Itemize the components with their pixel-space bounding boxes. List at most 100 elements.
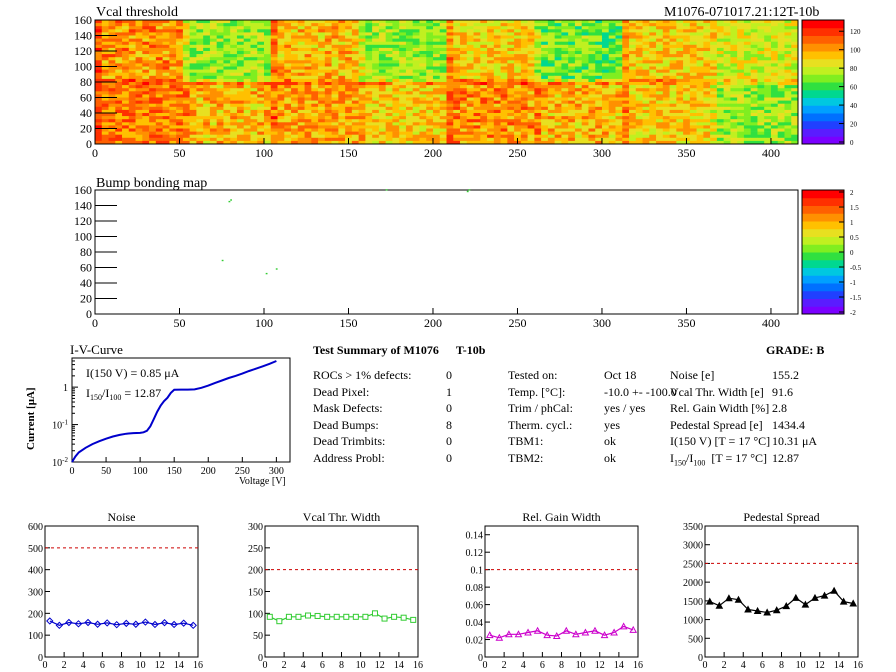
heatmap-cell [345, 106, 353, 111]
heatmap-cell [405, 51, 413, 55]
heatmap-cell [514, 97, 522, 101]
heatmap-cell [169, 82, 177, 86]
heatmap-cell [297, 20, 305, 24]
heatmap-cell [466, 60, 474, 64]
heatmap-cell [520, 63, 528, 67]
heatmap-cell [541, 69, 549, 73]
noise-x-tick-label: 0 [43, 660, 48, 671]
heatmap-cell [716, 75, 724, 80]
heatmap-cell [629, 82, 637, 86]
heatmap-cell [331, 103, 339, 108]
heatmap-cell [764, 82, 772, 86]
heatmap-cell [318, 32, 326, 36]
heatmap-cell [710, 60, 718, 64]
heatmap-cell [520, 29, 528, 33]
heatmap-cell [318, 75, 326, 80]
heatmap-cell [757, 128, 765, 132]
heatmap-cell [162, 97, 170, 101]
heatmap-cell [115, 32, 123, 36]
heatmap-cell [216, 82, 224, 86]
heatmap-cell [257, 32, 265, 36]
heatmap-cell [446, 116, 454, 120]
heatmap-cell [784, 51, 792, 55]
heatmap-cell [656, 140, 664, 145]
heatmap-cell [426, 106, 434, 111]
heatmap-cell [527, 32, 535, 36]
heatmap-cell [372, 85, 380, 89]
heatmap-cell [541, 23, 549, 27]
heatmap-cell [270, 134, 278, 139]
heatmap-cell [243, 85, 251, 89]
heatmap-cell [764, 97, 772, 101]
heatmap-cell [432, 91, 441, 95]
heatmap-cell [750, 32, 758, 36]
heatmap-cell [730, 47, 738, 52]
heatmap-cell [419, 119, 427, 123]
heatmap-cell [291, 51, 299, 55]
heatmap-cell [581, 60, 589, 64]
heatmap-cell [649, 85, 657, 89]
heatmap-cell [595, 109, 603, 114]
heatmap-cell [115, 72, 123, 77]
heatmap-cell [419, 60, 427, 64]
heatmap-cell [764, 51, 772, 55]
heatmap-cell [372, 134, 380, 139]
heatmap-cell [304, 109, 312, 114]
heatmap-cell [270, 32, 278, 36]
heatmap-cell [358, 140, 366, 145]
heatmap-cell [683, 35, 691, 39]
heatmap-cell [250, 54, 258, 58]
map2-y-tick-label: 120 [74, 214, 92, 228]
heatmap-cell [439, 106, 447, 111]
heatmap-cell [446, 38, 454, 42]
heatmap-cell [757, 140, 765, 145]
heatmap-cell [534, 72, 542, 77]
heatmap-cell [432, 69, 441, 73]
heatmap-cell [473, 41, 481, 46]
map2-colorbar-band [802, 290, 844, 299]
heatmap-cell [270, 38, 278, 42]
heatmap-cell [466, 88, 474, 92]
heatmap-cell [291, 125, 299, 129]
heatmap-cell [784, 35, 792, 39]
heatmap-cell [372, 91, 380, 95]
heatmap-cell [142, 82, 150, 86]
heatmap-cell [574, 85, 582, 89]
heatmap-cell [270, 78, 278, 83]
heatmap-cell [750, 82, 758, 86]
heatmap-cell [257, 29, 265, 33]
heatmap-cell [419, 88, 427, 92]
heatmap-cell [223, 109, 231, 114]
heatmap-cell [784, 97, 792, 101]
heatmap-cell [770, 60, 779, 64]
heatmap-cell [338, 85, 346, 89]
heatmap-cell [568, 51, 576, 55]
heatmap-cell [493, 134, 501, 139]
heatmap-cell [588, 106, 596, 111]
heatmap-cell [500, 29, 508, 33]
heatmap-cell [392, 60, 400, 64]
heatmap-cell [615, 119, 623, 123]
heatmap-cell [561, 109, 569, 114]
heatmap-cell [750, 119, 758, 123]
heatmap-cell [358, 78, 366, 83]
bump-bonding-title: Bump bonding map [96, 176, 208, 191]
heatmap-cell [358, 35, 366, 39]
heatmap-cell [176, 82, 184, 86]
vcal-width-x-tick-label: 14 [394, 660, 404, 671]
heatmap-cell [182, 20, 190, 24]
heatmap-cell [142, 88, 150, 92]
heatmap-cell [737, 113, 745, 117]
heatmap-cell [689, 109, 697, 114]
gain-width-x-tick-label: 6 [540, 660, 545, 671]
heatmap-cell [338, 66, 346, 70]
heatmap-cell [527, 125, 535, 129]
heatmap-cell [270, 29, 278, 33]
heatmap-cell [629, 23, 637, 27]
heatmap-cell [358, 137, 366, 142]
heatmap-cell [392, 66, 400, 70]
heatmap-cell [392, 75, 400, 80]
heatmap-cell [318, 128, 326, 132]
heatmap-cell [696, 60, 704, 64]
